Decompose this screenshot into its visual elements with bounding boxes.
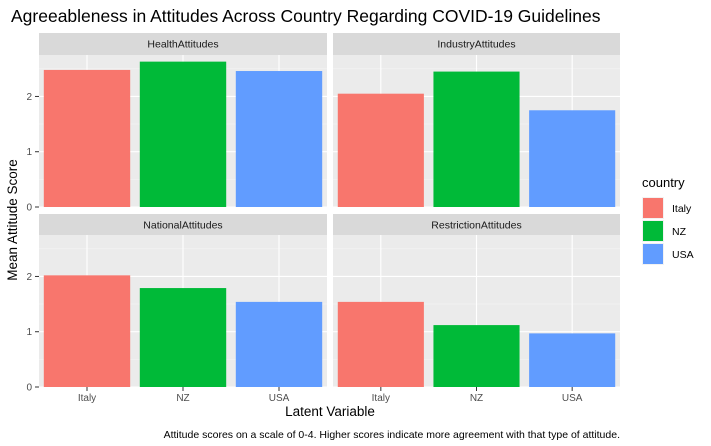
bar-nationalattitudes-usa (235, 301, 323, 387)
facet-strip (39, 214, 327, 235)
legend-label: NZ (672, 226, 687, 238)
bar-restrictionattitudes-usa (529, 333, 616, 387)
facet-strip-label: RestrictionAttitudes (431, 220, 521, 232)
facet-strip (333, 214, 620, 235)
facet-nationalattitudes: NationalAttitudes 0 1 2 Italy NZ USA (26, 214, 327, 404)
bar-industryattitudes-nz (433, 71, 520, 207)
legend-label: USA (672, 249, 694, 261)
facet-strip-label: IndustryAttitudes (437, 39, 515, 51)
bar-healthattitudes-italy (43, 69, 131, 207)
bar-restrictionattitudes-italy (337, 301, 424, 387)
facet-strip-label: NationalAttitudes (143, 220, 222, 232)
y-tick-label: 0 (26, 203, 32, 214)
x-tick-label: Italy (78, 393, 96, 404)
x-tick-label: NZ (176, 393, 189, 404)
bar-nationalattitudes-italy (43, 275, 131, 387)
legend: Italy NZ USA (642, 197, 694, 265)
y-tick-label: 2 (26, 272, 32, 283)
y-axis-title: Mean Attitude Score (5, 159, 20, 281)
legend-item-usa: USA (642, 243, 694, 265)
y-tick-label: 0 (26, 383, 32, 394)
bar-restrictionattitudes-nz (433, 325, 520, 387)
facet-panels: HealthAttitudes 0 1 2 IndustryAttitudes Natio… (26, 33, 620, 404)
y-tick-label: 2 (26, 92, 32, 103)
legend-item-italy: Italy (642, 197, 692, 219)
bar-healthattitudes-usa (235, 71, 323, 208)
facet-strip-label: HealthAttitudes (147, 39, 218, 51)
x-tick-label: USA (269, 393, 290, 404)
bar-industryattitudes-usa (529, 110, 616, 207)
x-axis-title: Latent Variable (285, 404, 375, 419)
facet-strip (333, 33, 620, 55)
legend-label: Italy (672, 203, 692, 215)
legend-swatch (643, 244, 663, 264)
legend-title: country (642, 175, 685, 190)
x-tick-label: Italy (372, 393, 390, 404)
y-tick-label: 1 (26, 147, 32, 158)
chart-caption: Attitude scores on a scale of 0-4. Highe… (164, 429, 620, 441)
x-tick-label: NZ (470, 393, 483, 404)
legend-swatch (643, 221, 663, 241)
legend-swatch (643, 198, 663, 218)
y-tick-label: 1 (26, 327, 32, 338)
facet-healthattitudes: HealthAttitudes 0 1 2 (26, 33, 327, 214)
chart-title: Agreeableness in Attitudes Across Countr… (11, 6, 601, 26)
bar-healthattitudes-nz (139, 61, 227, 208)
legend-item-nz: NZ (642, 220, 687, 242)
facet-strip (39, 33, 327, 55)
x-tick-label: USA (562, 393, 583, 404)
facet-restrictionattitudes: RestrictionAttitudes Italy NZ USA (333, 214, 620, 404)
facet-industryattitudes: IndustryAttitudes (333, 33, 620, 208)
bar-industryattitudes-italy (337, 93, 424, 207)
bar-nationalattitudes-nz (139, 288, 227, 387)
